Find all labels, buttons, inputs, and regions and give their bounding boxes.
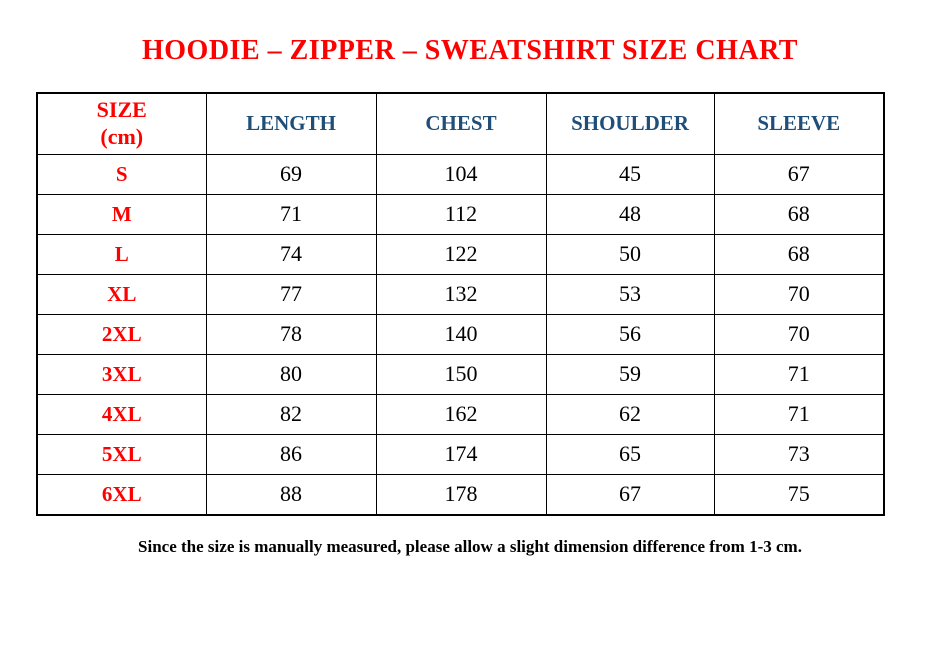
size-label: S bbox=[36, 153, 207, 195]
size-label: 6XL bbox=[36, 473, 207, 516]
column-header-sleeve: SLEEVE bbox=[713, 92, 885, 155]
page-title: HOODIE – ZIPPER – SWEATSHIRT SIZE CHART bbox=[142, 35, 798, 66]
size-header-line2: (cm) bbox=[100, 123, 144, 149]
shoulder-value: 65 bbox=[545, 433, 715, 475]
column-header-length: LENGTH bbox=[205, 92, 377, 155]
length-value: 69 bbox=[205, 153, 377, 195]
footer-note: Since the size is manually measured, ple… bbox=[138, 536, 802, 556]
sleeve-value: 75 bbox=[713, 473, 885, 516]
shoulder-value: 45 bbox=[545, 153, 715, 195]
column-header-shoulder: SHOULDER bbox=[545, 92, 715, 155]
sleeve-value: 71 bbox=[713, 393, 885, 435]
length-value: 80 bbox=[205, 353, 377, 395]
shoulder-value: 53 bbox=[545, 273, 715, 315]
column-header-size-cm: SIZE (cm) bbox=[36, 92, 207, 155]
length-value: 71 bbox=[205, 193, 377, 235]
header-row: SIZE (cm) LENGTH CHEST SHOULDER SLEEVE bbox=[36, 92, 885, 155]
shoulder-value: 67 bbox=[545, 473, 715, 516]
table-row-5xl: 5XL 86 174 65 73 bbox=[36, 433, 885, 475]
shoulder-value: 62 bbox=[545, 393, 715, 435]
length-value: 78 bbox=[205, 313, 377, 355]
shoulder-value: 50 bbox=[545, 233, 715, 275]
table-row-4xl: 4XL 82 162 62 71 bbox=[36, 393, 885, 435]
size-label: L bbox=[36, 233, 207, 275]
chest-value: 104 bbox=[375, 153, 547, 195]
chest-value: 162 bbox=[375, 393, 547, 435]
sleeve-value: 68 bbox=[713, 193, 885, 235]
stray-dot: . bbox=[476, 39, 480, 54]
size-label: M bbox=[36, 193, 207, 235]
table-row-s: S 69 104 45 67 bbox=[36, 153, 885, 195]
sleeve-value: 70 bbox=[713, 273, 885, 315]
chest-value: 132 bbox=[375, 273, 547, 315]
sleeve-value: 70 bbox=[713, 313, 885, 355]
length-value: 88 bbox=[205, 473, 377, 516]
size-header-line1: SIZE bbox=[96, 96, 147, 122]
shoulder-value: 48 bbox=[545, 193, 715, 235]
chest-value: 140 bbox=[375, 313, 547, 355]
column-header-chest: CHEST bbox=[375, 92, 547, 155]
shoulder-value: 59 bbox=[545, 353, 715, 395]
length-value: 82 bbox=[205, 393, 377, 435]
size-label: 3XL bbox=[36, 353, 207, 395]
table-row-xl: XL 77 132 53 70 bbox=[36, 273, 885, 315]
sleeve-value: 71 bbox=[713, 353, 885, 395]
size-chart-table: SIZE (cm) LENGTH CHEST SHOULDER SLEEVE S… bbox=[36, 91, 885, 516]
size-label: 4XL bbox=[36, 393, 207, 435]
sleeve-value: 67 bbox=[713, 153, 885, 195]
chest-value: 112 bbox=[375, 193, 547, 235]
table-row-6xl: 6XL 88 178 67 75 bbox=[36, 473, 885, 516]
size-label: XL bbox=[36, 273, 207, 315]
length-value: 86 bbox=[205, 433, 377, 475]
table-row-l: L 74 122 50 68 bbox=[36, 233, 885, 275]
length-value: 74 bbox=[205, 233, 377, 275]
table-row-3xl: 3XL 80 150 59 71 bbox=[36, 353, 885, 395]
size-label: 2XL bbox=[36, 313, 207, 355]
chest-value: 150 bbox=[375, 353, 547, 395]
sleeve-value: 68 bbox=[713, 233, 885, 275]
table-row-2xl: 2XL 78 140 56 70 bbox=[36, 313, 885, 355]
table-row-m: M 71 112 48 68 bbox=[36, 193, 885, 235]
chest-value: 178 bbox=[375, 473, 547, 516]
length-value: 77 bbox=[205, 273, 377, 315]
chest-value: 122 bbox=[375, 233, 547, 275]
sleeve-value: 73 bbox=[713, 433, 885, 475]
size-label: 5XL bbox=[36, 433, 207, 475]
shoulder-value: 56 bbox=[545, 313, 715, 355]
chest-value: 174 bbox=[375, 433, 547, 475]
